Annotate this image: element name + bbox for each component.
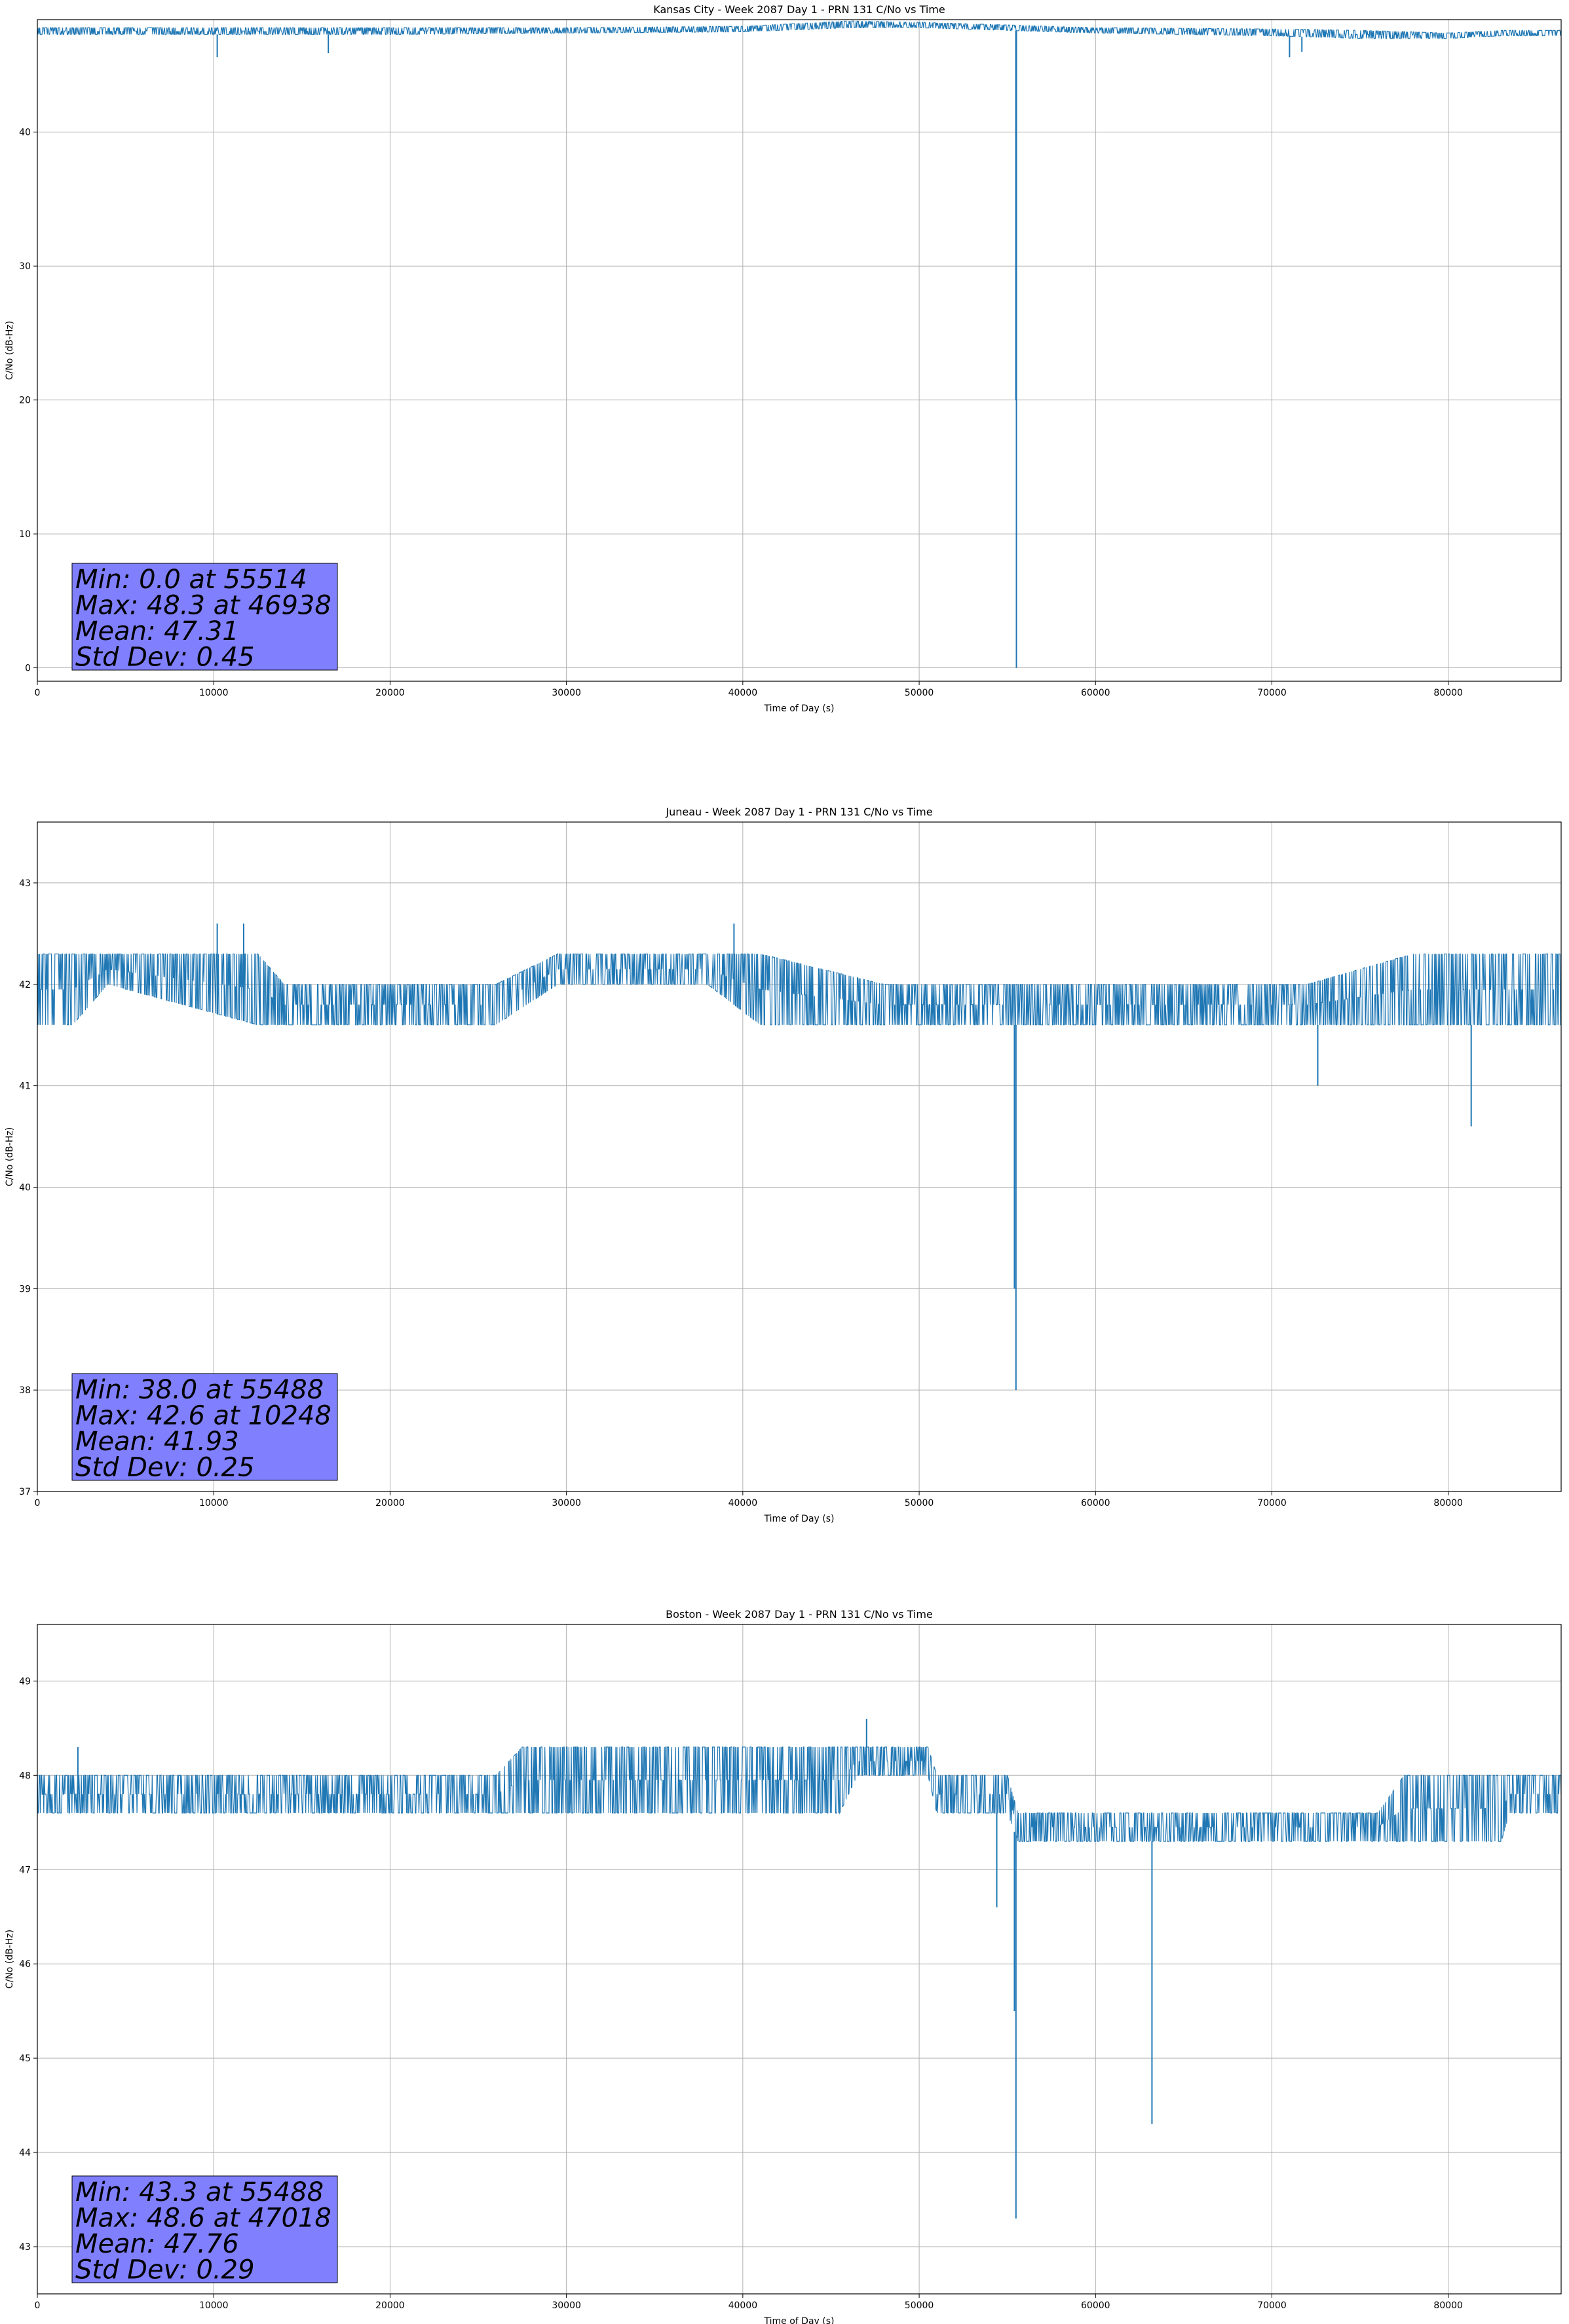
y-tick-label: 43 <box>19 2242 31 2253</box>
x-tick-label: 60000 <box>1081 1498 1110 1509</box>
y-tick-label: 40 <box>19 128 31 138</box>
y-tick-label: 41 <box>19 1081 31 1092</box>
y-tick-label: 43 <box>19 878 31 889</box>
x-tick-label: 20000 <box>375 688 405 698</box>
stats-line: Max: 48.3 at 46938 <box>75 591 331 621</box>
stats-line: Std Dev: 0.29 <box>75 2255 255 2285</box>
x-tick-label: 80000 <box>1433 1498 1463 1509</box>
x-tick-label: 70000 <box>1257 688 1287 698</box>
y-tick-label: 37 <box>19 1487 31 1497</box>
chart-panel-3: Boston - Week 2087 Day 1 - PRN 131 C/No … <box>5 1608 1562 2324</box>
series-line <box>37 953 1561 1026</box>
x-tick-label: 30000 <box>552 2300 581 2311</box>
stats-box <box>71 1373 338 1481</box>
x-tick-label: 70000 <box>1257 2300 1287 2311</box>
x-tick-label: 70000 <box>1257 1498 1287 1509</box>
stats-line: Mean: 41.93 <box>75 1427 239 1457</box>
series-line <box>37 20 1562 39</box>
chart-panel-2: Juneau - Week 2087 Day 1 - PRN 131 C/No … <box>5 806 1562 1524</box>
x-tick-label: 0 <box>35 688 41 698</box>
x-tick-label: 20000 <box>375 1498 405 1509</box>
y-axis-label: C/No (dB-Hz) <box>5 1127 15 1186</box>
x-tick-label: 80000 <box>1433 688 1463 698</box>
y-tick-label: 39 <box>19 1284 31 1294</box>
y-axis-label: C/No (dB-Hz) <box>5 1930 15 1989</box>
x-tick-label: 0 <box>35 1498 41 1509</box>
stats-line: Max: 48.6 at 47018 <box>75 2203 331 2234</box>
stats-line: Min: 0.0 at 55514 <box>75 565 307 595</box>
chart-title: Kansas City - Week 2087 Day 1 - PRN 131 … <box>653 3 945 16</box>
y-tick-label: 10 <box>19 529 31 540</box>
x-tick-label: 30000 <box>552 1498 581 1509</box>
x-tick-label: 50000 <box>905 688 934 698</box>
stats-line: Min: 38.0 at 55488 <box>75 1375 324 1405</box>
x-tick-label: 60000 <box>1081 2300 1110 2311</box>
x-tick-label: 50000 <box>905 1498 934 1509</box>
x-tick-label: 50000 <box>905 2300 934 2311</box>
x-tick-label: 10000 <box>199 1498 229 1509</box>
x-tick-label: 40000 <box>728 1498 758 1509</box>
y-tick-label: 30 <box>19 261 31 272</box>
y-tick-label: 42 <box>19 980 31 990</box>
x-axis-label: Time of Day (s) <box>764 2316 835 2324</box>
stats-line: Std Dev: 0.45 <box>75 643 255 673</box>
stats-box <box>71 563 338 671</box>
x-tick-label: 30000 <box>552 688 581 698</box>
y-tick-label: 38 <box>19 1385 31 1396</box>
x-tick-label: 10000 <box>199 688 229 698</box>
chart-panel-1: Kansas City - Week 2087 Day 1 - PRN 131 … <box>5 3 1562 714</box>
y-tick-label: 48 <box>19 1771 31 1781</box>
x-tick-label: 10000 <box>199 2300 229 2311</box>
x-tick-label: 60000 <box>1081 688 1110 698</box>
stats-box <box>71 2175 338 2283</box>
x-tick-label: 40000 <box>728 2300 758 2311</box>
x-axis-label: Time of Day (s) <box>764 703 835 714</box>
plot-frame <box>37 19 1562 682</box>
chart-title: Juneau - Week 2087 Day 1 - PRN 131 C/No … <box>665 806 932 818</box>
y-tick-label: 46 <box>19 1959 31 1970</box>
plot-frame <box>37 1624 1562 2295</box>
y-tick-label: 45 <box>19 2053 31 2064</box>
stats-line: Mean: 47.31 <box>75 616 239 647</box>
stats-line: Min: 43.3 at 55488 <box>75 2177 324 2207</box>
y-axis-label: C/No (dB-Hz) <box>5 321 15 380</box>
stats-line: Max: 42.6 at 10248 <box>75 1401 331 1431</box>
y-tick-label: 40 <box>19 1182 31 1193</box>
y-tick-label: 44 <box>19 2148 31 2158</box>
x-tick-label: 0 <box>35 2300 41 2311</box>
y-tick-label: 20 <box>19 396 31 406</box>
x-tick-label: 20000 <box>375 2300 405 2311</box>
stats-line: Std Dev: 0.25 <box>75 1453 255 1483</box>
x-axis-label: Time of Day (s) <box>764 1514 835 1524</box>
chart-title: Boston - Week 2087 Day 1 - PRN 131 C/No … <box>666 1608 933 1621</box>
y-tick-label: 0 <box>25 664 31 674</box>
y-tick-label: 49 <box>19 1676 31 1687</box>
stats-line: Mean: 47.76 <box>75 2229 239 2259</box>
y-tick-label: 47 <box>19 1865 31 1875</box>
series-line <box>37 1746 1562 1842</box>
x-tick-label: 40000 <box>728 688 758 698</box>
x-tick-label: 80000 <box>1433 2300 1463 2311</box>
plot-frame <box>37 821 1562 1492</box>
